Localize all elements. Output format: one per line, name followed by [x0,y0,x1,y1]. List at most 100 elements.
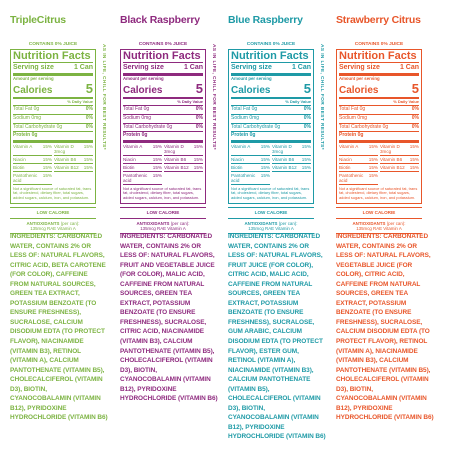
ingredients: INGREDIENTS: CARBONATED WATER, CONTAINS … [336,233,434,422]
vitamin-cell: Pantothenic acid 15% [123,172,162,186]
calories-value: 5 [411,81,419,97]
vitamin-name: Biotin [231,164,243,170]
vitamin-dv: 15% [260,143,270,149]
nutrient-dv: 0% [303,106,311,113]
product-name: TripleCitrus [10,14,66,26]
vitamin-dv: 15% [83,157,93,163]
ingredients: INGREDIENTS: CARBONATED WATER, CONTAINS … [120,233,218,403]
vitamin-name: Niacin [339,157,352,163]
vitamin-name: Vitamin B6 [164,157,187,163]
ingredients: INGREDIENTS: CARBONATED WATER, CONTAINS … [228,233,326,441]
nutrient-name: Sodium 0mg [339,114,368,121]
vitamin-dv: 15% [368,172,378,178]
product-name: Strawberry Citrus [336,14,421,26]
vitamin-cell: Vitamin B12 15% [272,164,311,173]
juice-note: CONTAINS 0% JUICE [138,42,188,47]
nutrient-name: Protein 0g [13,132,38,139]
vitamin-dv: 15% [368,164,378,170]
vitamin-dv: 15% [409,157,419,163]
calories-value: 5 [195,81,203,97]
low-calorie: LOW CALORIE [120,207,206,219]
vitamin-name: Pantothenic acid [13,172,38,184]
nutrient-name: Total Carbohydrate 0g [13,123,63,130]
daily-value-head: % Daily Value [13,99,93,107]
nutrient-name: Total Carbohydrate 0g [339,123,389,130]
serving-row: Serving size 1 Can [123,63,203,77]
side-note: AS IN LIFE, CHILL FOR BEST RESULTS* [101,44,106,151]
vitamin-cell: Vitamin B6 15% [380,156,419,165]
calories-row: Calories 5 [123,82,203,99]
antioxidants-title: ANTIOXIDANTS [136,220,170,226]
footnote: Not a significant source of saturated fa… [339,185,418,201]
vitamin-cell: Vitamin B6 15% [272,156,311,165]
vitamin-dv: 15% [42,143,52,149]
amount-label: Amount per serving [13,76,54,82]
nutrient-dv: 0% [411,106,419,113]
vitamin-dv: 15% [42,172,52,178]
vitamin-name: Vitamin B12 [54,164,79,170]
nutrient-row: Total Fat 0g 0% [13,106,93,115]
antioxidants-title: ANTIOXIDANTS [244,220,278,226]
antioxidants-title: ANTIOXIDANTS [352,220,386,226]
antioxidants-unit: (per can): [170,220,190,226]
vitamin-dv: 15% [152,157,162,163]
facts-panel: Nutrition Facts Serving size 1 Can Amount p… [120,48,206,205]
vitamin-cell: Vitamin D 3mcg 15% [54,143,93,157]
amount-label: Amount per serving [123,76,164,82]
nutrient-dv: 0% [195,114,203,121]
nutrient-name: Total Fat 0g [231,106,258,113]
vitamin-name: Vitamin B12 [164,164,189,170]
nutrient-name: Sodium 0mg [231,114,260,121]
vitamin-name: Vitamin A [13,143,33,149]
vitamin-cell: Niacin 15% [231,156,270,165]
calories-label: Calories [13,85,53,97]
nutrient-row: Total Fat 0g 0% [339,106,419,115]
vitamin-name: Niacin [13,157,26,163]
daily-value-head: % Daily Value [231,99,311,107]
serving-label: Serving size [339,64,380,72]
nutrient-row: Total Carbohydrate 0g 0% [231,124,311,133]
nutrient-row: Sodium 0mg 0% [339,115,419,124]
nutrient-row: Sodium 0mg 0% [13,115,93,124]
nutrient-row: Protein 0g [13,132,93,142]
vitamin-cell: Vitamin B12 15% [54,164,93,173]
vitamin-grid: Vitamin A 15% Vitamin D 3mcg 15% Niacin 15% Vi… [231,141,311,186]
juice-note: CONTAINS 0% JUICE [246,42,296,47]
vitamin-cell: Niacin 15% [123,156,162,165]
facts-panel: Nutrition Facts Serving size 1 Can Amount p… [228,48,314,205]
side-note: AS IN LIFE, CHILL FOR BEST RESULTS* [211,44,216,151]
antioxidants-title: ANTIOXIDANTS [26,220,60,226]
nutrient-dv: 0% [85,114,93,121]
nutrient-name: Total Fat 0g [123,106,150,113]
vitamin-grid: Vitamin A 15% Vitamin D 3mcg 15% Niacin 15% Vi… [339,141,419,186]
vitamin-dv: 15% [83,143,93,149]
vitamin-name: Biotin [339,164,351,170]
vitamin-dv: 15% [42,164,52,170]
vitamin-name: Vitamin D 3mcg [54,143,74,155]
facts-panel: Nutrition Facts Serving size 1 Can Amount p… [10,48,96,205]
vitamin-cell: Vitamin B12 15% [164,164,203,173]
antioxidants-value: 135mcg RAE Vitamin A [356,225,402,231]
nutrient-row: Sodium 0mg 0% [231,115,311,124]
nutrient-name: Total Carbohydrate 0g [123,123,173,130]
vitamin-name: Vitamin A [123,143,143,149]
vitamin-name: Vitamin B6 [380,157,403,163]
vitamin-cell: Vitamin B6 15% [54,156,93,165]
vitamin-name: Biotin [123,164,135,170]
facts-title: Nutrition Facts [231,50,311,64]
vitamin-cell: Vitamin B12 15% [380,164,419,173]
nutrient-row: Total Carbohydrate 0g 0% [13,124,93,133]
vitamin-name: Vitamin D 3mcg [380,143,400,155]
vitamin-cell: Vitamin A 15% [339,143,378,157]
product-column: Black Raspberry CONTAINS 0% JUICE Nutritio… [120,0,220,450]
vitamin-dv: 15% [260,157,270,163]
nutrient-row: Total Carbohydrate 0g 0% [339,124,419,133]
vitamin-dv: 15% [260,164,270,170]
antioxidants-unit: (per can): [60,220,80,226]
low-calorie: LOW CALORIE [336,207,422,219]
vitamin-cell: Vitamin A 15% [123,143,162,157]
serving-value: 1 Can [399,64,419,72]
vitamin-cell: Vitamin A 15% [13,143,52,157]
nutrient-row: Sodium 0mg 0% [123,115,203,124]
calories-row: Calories 5 [231,82,311,99]
